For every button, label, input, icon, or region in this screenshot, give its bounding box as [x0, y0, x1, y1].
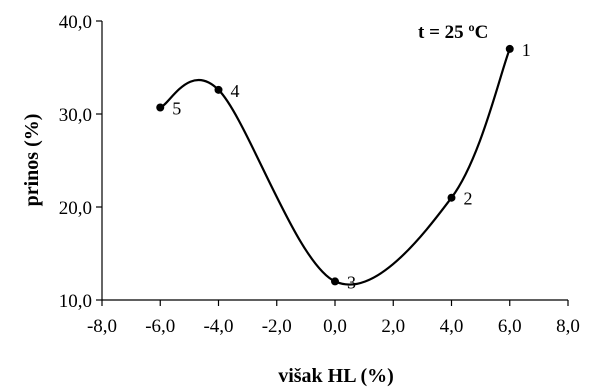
x-tick-label: 4,0	[440, 316, 464, 337]
plot-area: 10,0 20,0 30,0 40,0 -8,0 -6,0 -4,0 -2,0 0,0 2,0 4…	[59, 12, 580, 337]
x-tick-label: -2,0	[262, 316, 292, 337]
x-tick-label: -8,0	[87, 316, 117, 337]
point-label-4: 4	[231, 81, 240, 101]
point-label-2: 2	[464, 189, 473, 209]
point-label-3: 3	[347, 272, 356, 292]
x-tick-label: 8,0	[556, 316, 580, 337]
data-point-2	[447, 193, 456, 202]
y-ticks: 10,0 20,0 30,0 40,0	[59, 12, 102, 312]
data-point-4	[214, 85, 223, 94]
x-tick-label: -4,0	[203, 316, 233, 337]
point-label-1: 1	[522, 40, 531, 60]
y-tick-label: 30,0	[59, 105, 92, 126]
x-tick-label: 6,0	[498, 316, 522, 337]
x-tick-label: -6,0	[145, 316, 175, 337]
y-tick-label: 10,0	[59, 291, 92, 312]
data-points: 1 2 3 4 5	[156, 40, 531, 292]
x-tick-label: 2,0	[381, 316, 405, 337]
x-tick-label: 0,0	[323, 316, 347, 337]
x-axis-title: višak HL (%)	[278, 365, 394, 387]
annotation-temperature: t = 25 ºC	[418, 22, 488, 43]
y-axis-title: prinos (%)	[21, 114, 43, 207]
data-point-3	[331, 277, 339, 286]
series-curve	[159, 47, 511, 286]
x-ticks: -8,0 -6,0 -4,0 -2,0 0,0 2,0 4,0 6,0 8,0	[87, 300, 580, 337]
y-tick-label: 40,0	[59, 12, 92, 33]
data-point-1	[505, 44, 514, 53]
data-point-5	[156, 103, 165, 112]
point-label-5: 5	[172, 98, 181, 118]
y-tick-label: 20,0	[59, 198, 92, 219]
